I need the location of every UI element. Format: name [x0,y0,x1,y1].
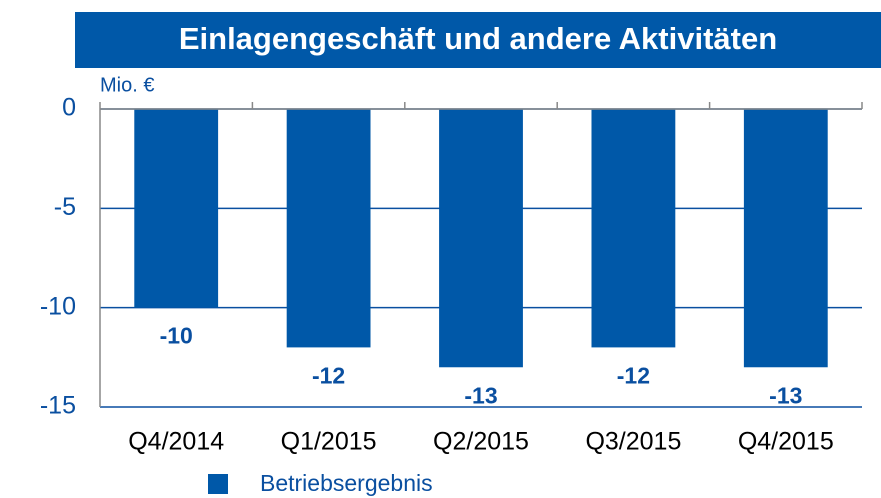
bar [591,109,676,348]
y-tick-label: -10 [40,292,76,320]
bar [286,109,371,348]
x-tick-label: Q1/2015 [281,428,377,456]
data-label: -10 [160,323,193,349]
legend-swatch [208,474,228,494]
data-label: -12 [312,362,345,388]
y-axis-label: Mio. € [100,74,154,96]
bar [439,109,523,368]
x-tick-label: Q4/2015 [738,428,834,456]
data-label: -13 [464,382,497,408]
x-tick-label: Q4/2014 [128,428,224,456]
x-tick-label: Q3/2015 [585,428,681,456]
data-label: -13 [769,382,802,408]
bar [134,109,219,308]
title-banner [75,12,881,68]
x-tick-label: Q2/2015 [433,428,529,456]
data-label: -12 [617,362,650,388]
bar [743,109,828,368]
legend-label: Betriebsergebnis [260,470,433,496]
y-tick-label: -5 [54,193,76,221]
y-tick-label: -15 [40,392,76,420]
chart-title: Einlagengeschäft und andere Aktivitäten [179,21,777,56]
y-tick-label: 0 [62,94,76,122]
